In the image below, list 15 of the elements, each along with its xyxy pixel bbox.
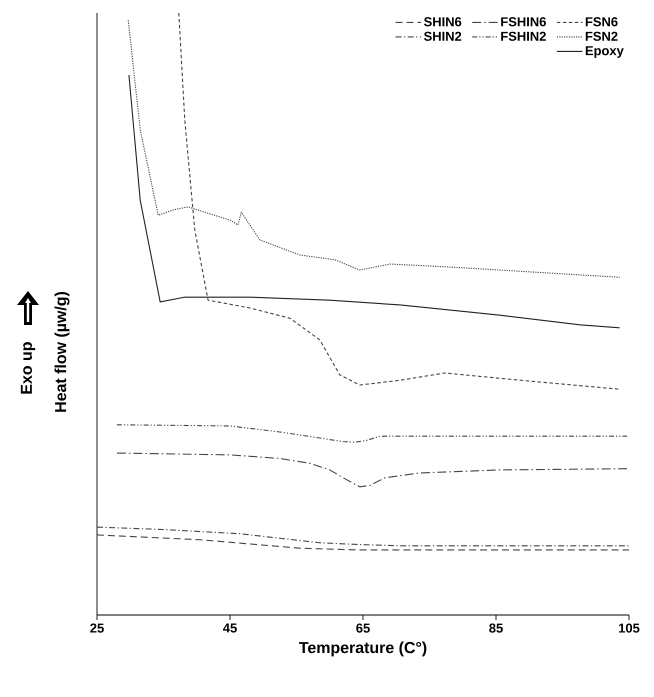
y-axis-title: Heat flow (µw/g) — [54, 292, 70, 412]
legend-label: FSN2 — [586, 32, 618, 41]
x-tick-label: 85 — [489, 623, 503, 633]
x-tick-label: 45 — [223, 624, 237, 633]
legend-label: SHIN6 — [424, 17, 462, 26]
x-axis-title: Temperature (C°) — [299, 642, 426, 656]
legend-label: SHIN2 — [424, 32, 462, 41]
x-tick-label: 25 — [90, 623, 104, 633]
legend-label: FSN6 — [586, 17, 618, 26]
text: Exo up — [20, 342, 36, 394]
legend-label: FSHIN6 — [501, 17, 546, 26]
legend-label: FSHIN2 — [501, 32, 546, 41]
x-tick-label: 65 — [356, 623, 370, 633]
legend-label: Epoxy — [586, 46, 624, 58]
x-tick-label: 105 — [619, 623, 640, 633]
